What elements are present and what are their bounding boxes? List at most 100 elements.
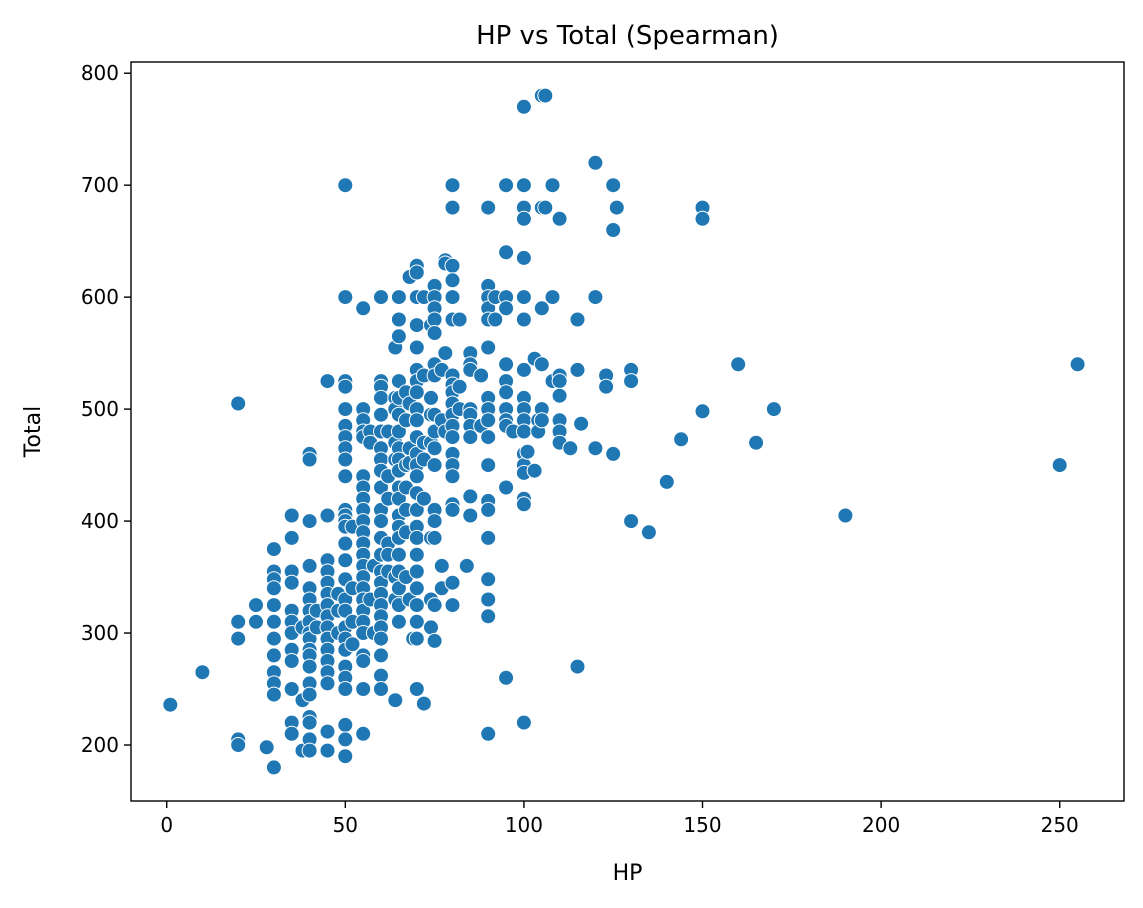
scatter-point (408, 384, 425, 401)
scatter-point (426, 632, 443, 649)
scatter-point (480, 529, 497, 546)
scatter-point (283, 653, 300, 669)
scatter-point (373, 406, 389, 423)
y-axis-ticks: 200 300 400 500 600 700 800 (81, 61, 131, 757)
scatter-point (373, 681, 389, 697)
y-tick-label: 300 (81, 621, 119, 645)
x-tick-label: 200 (862, 813, 900, 837)
scatter-point (230, 613, 247, 630)
scatter-point (337, 731, 354, 748)
y-axis-label: Total (21, 406, 46, 458)
scatter-point (462, 488, 479, 505)
scatter-point (319, 373, 336, 390)
scatter-point (408, 264, 425, 281)
scatter-point (451, 378, 468, 395)
chart-title: HP vs Total (Spearman) (476, 21, 779, 51)
scatter-point (408, 613, 425, 630)
scatter-point (265, 580, 282, 597)
scatter-point (515, 98, 532, 115)
scatter-point (373, 289, 389, 306)
scatter-point (498, 177, 515, 194)
scatter-point (444, 597, 461, 614)
scatter-point (337, 552, 354, 569)
x-tick-label: 250 (1041, 813, 1079, 837)
scatter-point (373, 389, 389, 406)
scatter-point (533, 356, 550, 373)
scatter-point (587, 440, 604, 457)
scatter-point (498, 384, 515, 401)
scatter-point (444, 468, 461, 485)
y-tick-label: 500 (81, 397, 119, 421)
y-tick-label: 700 (81, 173, 119, 197)
scatter-point (390, 580, 407, 597)
scatter-point (390, 311, 407, 328)
scatter-point (462, 507, 479, 524)
scatter-point (673, 431, 690, 448)
scatter-point (473, 367, 490, 384)
scatter-point (623, 373, 640, 390)
scatter-point (319, 675, 336, 692)
scatter-point (433, 557, 450, 574)
scatter-point (230, 737, 247, 753)
scatter-point (408, 563, 425, 580)
scatter-point (480, 608, 497, 625)
scatter-point (451, 311, 468, 328)
scatter-point (337, 602, 354, 619)
scatter-point (283, 725, 300, 742)
scatter-point (544, 177, 561, 194)
scatter-point (265, 759, 282, 776)
scatter-point (537, 199, 554, 216)
scatter-point (544, 289, 561, 306)
scatter-point (408, 597, 425, 614)
scatter-point (258, 739, 275, 756)
scatter-point (373, 630, 389, 647)
scatter-point (608, 199, 625, 216)
scatter-point (373, 667, 389, 684)
scatter-point (623, 513, 640, 530)
scatter-point (373, 647, 389, 664)
scatter-point (605, 445, 622, 462)
scatter-point (765, 401, 782, 418)
x-tick-label: 150 (683, 813, 721, 837)
scatter-point (694, 403, 711, 420)
scatter-point (408, 630, 425, 647)
scatter-point (319, 742, 336, 759)
scatter-point (319, 507, 336, 524)
scatter-point (355, 725, 372, 742)
scatter-point (337, 535, 354, 552)
scatter-point (344, 636, 361, 653)
scatter-point (462, 429, 479, 446)
scatter-point (487, 311, 504, 328)
scatter-point (301, 686, 318, 703)
x-axis-label: HP (613, 861, 643, 886)
scatter-point (390, 423, 407, 440)
scatter-point (730, 356, 747, 373)
scatter-point (640, 524, 657, 541)
scatter-point (265, 541, 282, 558)
scatter-point (573, 415, 590, 432)
scatter-point (480, 412, 497, 429)
scatter-point (533, 300, 550, 317)
scatter-point (480, 501, 497, 518)
scatter-point (415, 490, 432, 507)
x-tick-label: 0 (160, 813, 173, 837)
scatter-point (426, 513, 443, 530)
scatter-point (387, 692, 404, 709)
scatter-point (515, 249, 532, 266)
scatter-point (373, 479, 389, 496)
scatter-point (337, 177, 354, 194)
scatter-point (408, 468, 425, 485)
scatter-point (265, 686, 282, 703)
scatter-point (337, 378, 354, 395)
scatter-point (515, 311, 532, 328)
scatter-point (748, 434, 765, 451)
scatter-point (605, 177, 622, 194)
scatter-point (551, 210, 568, 227)
scatter-point (265, 630, 282, 647)
scatter-point (337, 289, 354, 306)
scatter-point (390, 373, 407, 390)
scatter-point (515, 714, 532, 731)
scatter-point (480, 199, 497, 216)
scatter-point (1051, 457, 1068, 474)
scatter-point (390, 613, 407, 630)
